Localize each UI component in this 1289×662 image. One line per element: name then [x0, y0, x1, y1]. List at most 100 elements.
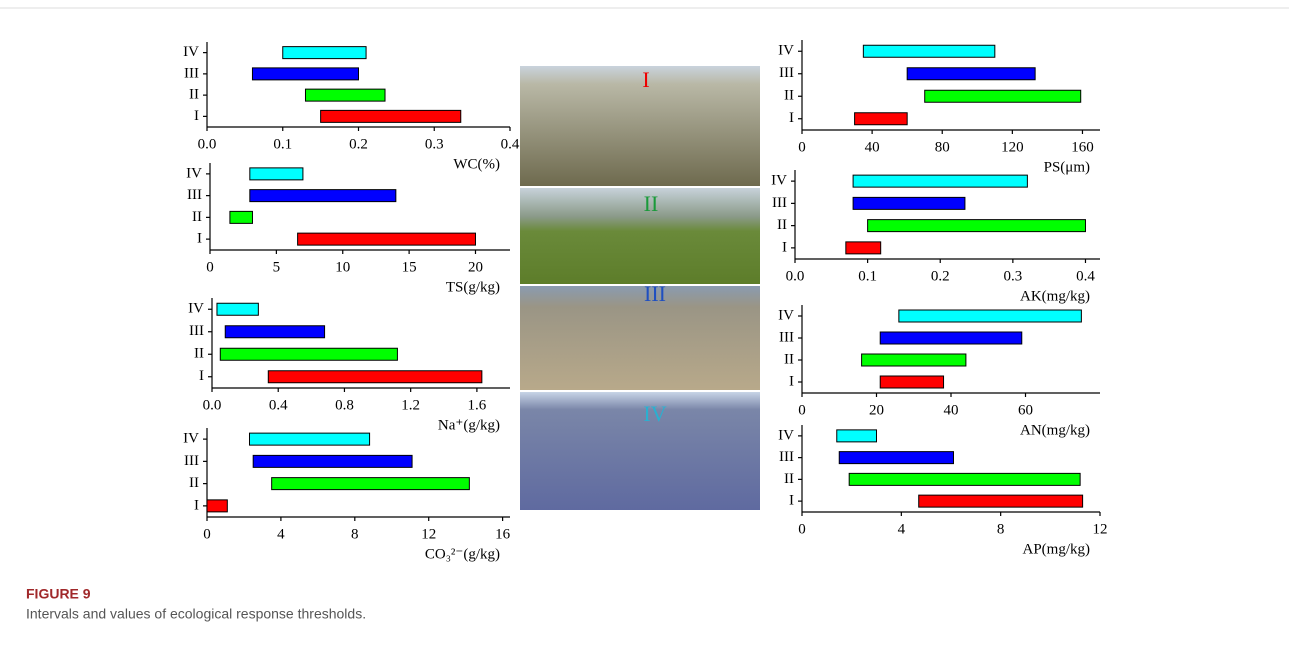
x-tick-label: 160: [1071, 139, 1094, 155]
bar: [305, 89, 385, 101]
bar: [849, 473, 1080, 485]
bar: [880, 332, 1022, 344]
bar: [230, 211, 253, 223]
x-tick-label: 0.0: [203, 397, 222, 413]
bar: [207, 500, 227, 512]
y-tick-label: IV: [778, 43, 794, 59]
x-tick-label: 0.4: [501, 136, 520, 152]
y-tick-label: IV: [183, 44, 199, 60]
y-tick-label: II: [784, 88, 794, 104]
bar: [907, 68, 1035, 80]
bar: [225, 326, 324, 338]
x-axis-label: CO₃²⁻(g/kg): [425, 546, 500, 562]
y-tick-label: IV: [186, 165, 202, 181]
photo: [520, 66, 760, 186]
bar: [250, 168, 303, 180]
bar: [853, 175, 1027, 187]
x-tick-label: 15: [402, 259, 417, 275]
bar: [217, 303, 258, 315]
x-tick-label: 120: [1001, 139, 1024, 155]
y-tick-label: I: [789, 373, 794, 389]
y-tick-label: III: [184, 65, 199, 81]
photo: [520, 188, 760, 284]
x-tick-label: 8: [351, 526, 359, 542]
y-tick-label: II: [189, 475, 199, 491]
photo: [520, 392, 760, 510]
x-tick-label: 0.2: [349, 136, 368, 152]
bar: [919, 495, 1083, 507]
x-axis-label: AK(mg/kg): [1020, 288, 1090, 304]
x-tick-label: 1.6: [468, 397, 487, 413]
y-tick-label: IV: [778, 307, 794, 323]
x-tick-label: 12: [421, 526, 436, 542]
x-tick-label: 0.1: [273, 136, 292, 152]
bar: [253, 455, 412, 467]
y-tick-label: III: [772, 195, 787, 211]
x-tick-label: 0.2: [931, 268, 950, 284]
y-tick-label: I: [197, 231, 202, 247]
x-tick-label: 16: [495, 526, 511, 542]
bar: [272, 478, 470, 490]
bar: [880, 376, 943, 388]
figure: I II III IV FIGURE 9 Intervals and value…: [0, 0, 1289, 662]
x-tick-label: 0: [798, 521, 806, 537]
y-tick-label: I: [194, 108, 199, 124]
y-tick-label: II: [784, 351, 794, 367]
x-tick-label: 0: [203, 526, 211, 542]
x-axis-label: AN(mg/kg): [1020, 422, 1090, 438]
bar: [298, 233, 476, 245]
bar: [863, 45, 994, 57]
x-tick-label: 0: [798, 402, 806, 418]
x-tick-label: 40: [865, 139, 880, 155]
x-tick-label: 0.3: [425, 136, 444, 152]
y-tick-label: I: [199, 368, 204, 384]
bar: [837, 430, 877, 442]
y-tick-label: I: [789, 110, 794, 126]
bar: [321, 110, 461, 122]
x-tick-label: 4: [277, 526, 285, 542]
photo-label: IV: [643, 401, 666, 426]
y-tick-label: IV: [778, 427, 794, 443]
photo-label: II: [644, 191, 659, 216]
photo-label: III: [644, 281, 666, 306]
x-tick-label: 0.0: [198, 136, 217, 152]
bar: [846, 242, 881, 254]
x-axis-label: Na⁺(g/kg): [438, 417, 500, 433]
y-tick-label: I: [789, 493, 794, 509]
x-tick-label: 0.1: [858, 268, 877, 284]
x-tick-label: 80: [935, 139, 950, 155]
y-tick-label: IV: [771, 173, 787, 189]
photo: [520, 286, 760, 390]
x-tick-label: 0: [206, 259, 214, 275]
bar: [868, 220, 1086, 232]
x-axis-label: AP(mg/kg): [1023, 541, 1091, 557]
y-tick-label: II: [777, 217, 787, 233]
x-tick-label: 10: [335, 259, 350, 275]
x-tick-label: 60: [1018, 402, 1033, 418]
bar: [283, 47, 366, 59]
y-tick-label: III: [779, 65, 794, 81]
y-tick-label: IV: [188, 301, 204, 317]
bar: [862, 354, 966, 366]
y-tick-label: II: [192, 209, 202, 225]
bar: [220, 348, 397, 360]
y-tick-label: II: [189, 87, 199, 103]
x-tick-label: 8: [997, 521, 1005, 537]
x-tick-label: 0.4: [1076, 268, 1095, 284]
y-tick-label: I: [194, 497, 199, 513]
y-tick-label: III: [187, 187, 202, 203]
x-tick-label: 4: [898, 521, 906, 537]
x-axis-label: PS(μm): [1044, 159, 1090, 175]
y-tick-label: III: [189, 323, 204, 339]
x-tick-label: 0: [798, 139, 806, 155]
bar: [250, 190, 396, 202]
x-tick-label: 20: [869, 402, 884, 418]
figure-label: FIGURE 9: [26, 586, 91, 602]
y-tick-label: I: [782, 239, 787, 255]
x-tick-label: 1.2: [401, 397, 420, 413]
bar: [853, 197, 965, 209]
y-tick-label: III: [184, 453, 199, 469]
x-tick-label: 0.0: [786, 268, 805, 284]
x-tick-label: 40: [944, 402, 959, 418]
x-axis-label: WC(%): [453, 156, 500, 172]
